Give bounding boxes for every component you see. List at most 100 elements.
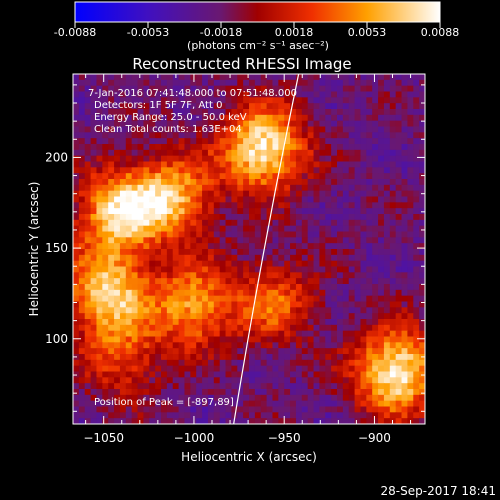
heatmap-cell	[319, 249, 326, 256]
heatmap-cell	[407, 120, 414, 128]
heatmap-cell	[143, 342, 150, 349]
heatmap-cell	[219, 74, 227, 81]
heatmap-cell	[342, 254, 350, 262]
heatmap-cell	[319, 400, 326, 408]
heatmap-cell	[249, 144, 256, 151]
heatmap-cell	[137, 249, 144, 256]
heatmap-cell	[114, 394, 121, 402]
heatmap-cell	[125, 406, 133, 413]
heatmap-cell	[149, 348, 156, 355]
heatmap-cell	[290, 412, 297, 419]
heatmap-cell	[90, 243, 98, 250]
heatmap-cell	[108, 208, 115, 215]
heatmap-cell	[202, 214, 209, 221]
heatmap-cell	[114, 319, 121, 326]
heatmap-cell	[413, 196, 420, 203]
heatmap-cell	[307, 389, 315, 396]
heatmap-cell	[114, 132, 121, 139]
heatmap-cell	[219, 272, 227, 279]
heatmap-cell	[225, 132, 232, 139]
heatmap-cell	[96, 114, 103, 122]
heatmap-cell	[290, 79, 297, 87]
heatmap-cell	[254, 190, 262, 198]
heatmap-cell	[331, 85, 338, 93]
heatmap-cell	[401, 179, 408, 186]
heatmap-cell	[378, 202, 385, 209]
heatmap-cell	[290, 249, 297, 256]
heatmap-cell	[278, 365, 285, 373]
heatmap-cell	[419, 225, 425, 233]
heatmap-cell	[254, 184, 262, 192]
heatmap-cell	[237, 138, 244, 145]
heatmap-cell	[301, 231, 309, 238]
heatmap-cell	[207, 418, 215, 424]
heatmap-cell	[231, 243, 238, 250]
heatmap-cell	[78, 196, 86, 203]
heatmap-cell	[225, 91, 232, 98]
heatmap-cell	[207, 132, 215, 139]
heatmap-cell	[389, 324, 397, 332]
heatmap-cell	[325, 371, 332, 378]
heatmap-cell	[184, 173, 191, 180]
heatmap-cell	[243, 307, 250, 314]
heatmap-cell	[272, 103, 279, 110]
heatmap-cell	[342, 359, 350, 367]
heatmap-cell	[96, 219, 103, 227]
heatmap-cell	[149, 324, 156, 332]
heatmap-cell	[395, 278, 403, 285]
heatmap-cell	[348, 342, 356, 349]
heatmap-cell	[102, 190, 109, 198]
heatmap-cell	[407, 225, 414, 233]
heatmap-cell	[372, 324, 379, 332]
heatmap-cell	[331, 342, 338, 349]
heatmap-cell	[348, 266, 356, 273]
heatmap-cell	[249, 179, 256, 186]
heatmap-cell	[108, 412, 115, 419]
heatmap-cell	[389, 190, 397, 198]
heatmap-cell	[337, 155, 344, 163]
heatmap-cell	[413, 412, 420, 419]
heatmap-cell	[331, 173, 338, 180]
heatmap-cell	[266, 418, 274, 424]
heatmap-cell	[290, 202, 297, 209]
heatmap-cell	[307, 354, 315, 361]
heatmap-cell	[301, 155, 309, 163]
heatmap-cell	[243, 149, 250, 157]
heatmap-cell	[166, 109, 174, 116]
heatmap-cell	[319, 383, 326, 390]
heatmap-cell	[207, 144, 215, 151]
heatmap-cell	[319, 418, 326, 424]
heatmap-cell	[260, 91, 268, 98]
heatmap-cell	[401, 330, 408, 338]
heatmap-cell	[125, 208, 133, 215]
heatmap-cell	[172, 307, 180, 314]
heatmap-cell	[249, 74, 256, 81]
heatmap-cell	[360, 412, 367, 419]
heatmap-cell	[108, 97, 115, 104]
heatmap-cell	[260, 330, 268, 338]
heatmap-cell	[114, 260, 121, 268]
heatmap-cell	[278, 219, 285, 227]
heatmap-cell	[119, 237, 127, 244]
heatmap-cell	[231, 85, 238, 93]
heatmap-cell	[184, 120, 191, 128]
heatmap-cell	[249, 342, 256, 349]
heatmap-cell	[190, 109, 197, 116]
heatmap-cell	[419, 254, 425, 262]
heatmap-cell	[172, 336, 180, 343]
heatmap-cell	[366, 202, 373, 209]
heatmap-cell	[372, 359, 379, 367]
heatmap-cell	[307, 278, 315, 285]
heatmap-cell	[313, 289, 320, 297]
heatmap-cell	[272, 132, 279, 139]
heatmap-cell	[249, 301, 256, 308]
heatmap-cell	[196, 219, 203, 227]
heatmap-cell	[325, 406, 332, 413]
heatmap-cell	[102, 79, 109, 87]
heatmap-cell	[395, 394, 403, 402]
heatmap-cell	[90, 412, 98, 419]
heatmap-cell	[272, 79, 279, 87]
heatmap-cell	[278, 225, 285, 233]
heatmap-cell	[272, 359, 279, 367]
heatmap-cell	[272, 383, 279, 390]
